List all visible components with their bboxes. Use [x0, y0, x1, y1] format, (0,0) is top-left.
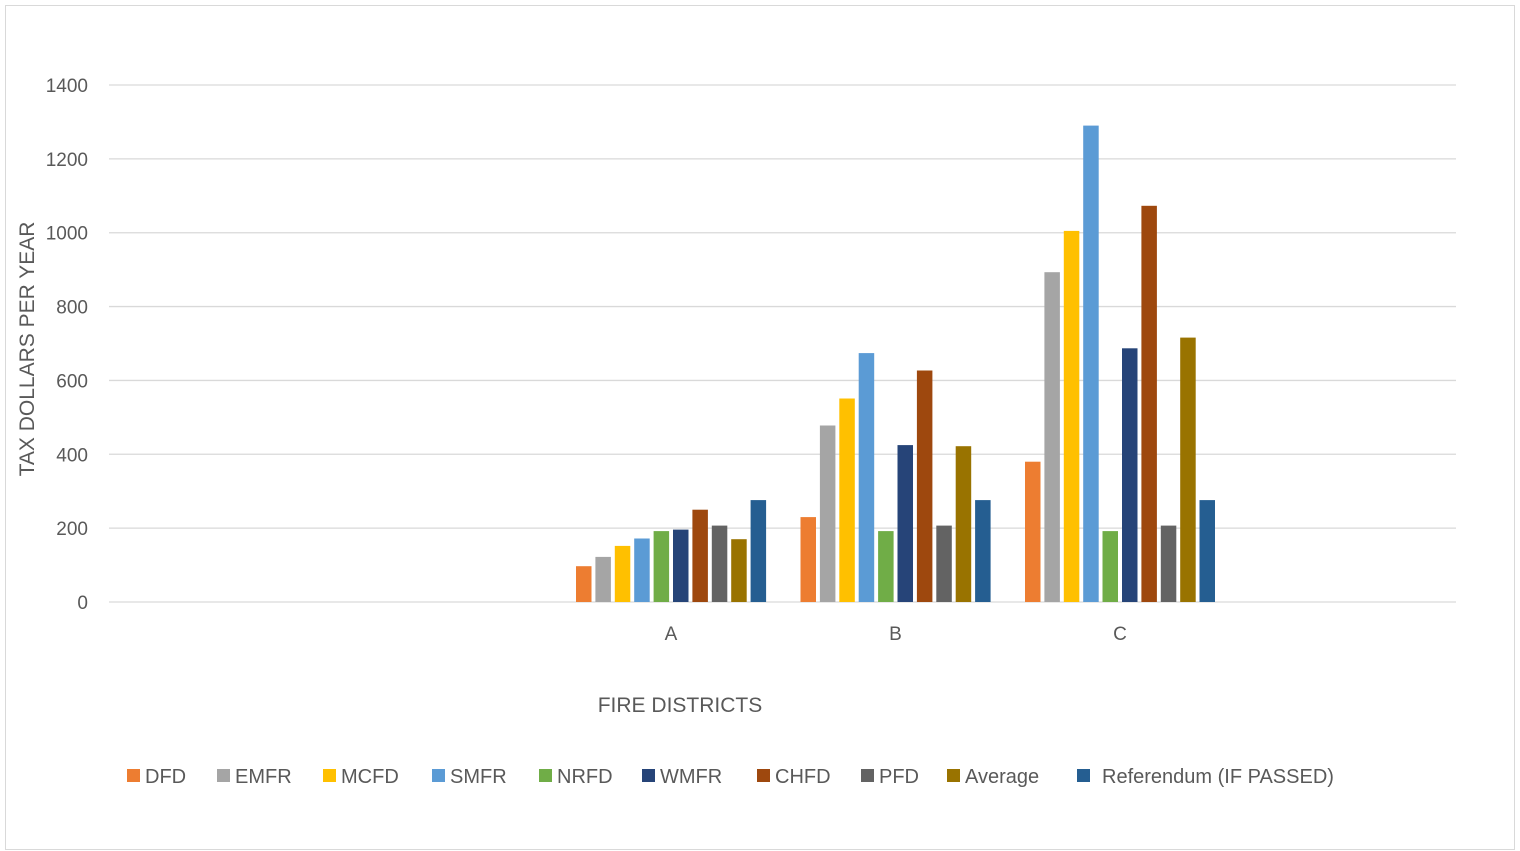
bar-A-emfr — [595, 556, 611, 602]
legend-label: NRFD — [557, 766, 613, 788]
bar-A-chfd — [692, 509, 708, 602]
bar-B-nrfd — [878, 531, 894, 602]
legend-swatch — [757, 769, 770, 782]
legend-label: SMFR — [450, 766, 507, 788]
legend-swatch — [323, 769, 336, 782]
y-tick-label: 1200 — [46, 150, 88, 171]
legend-swatch — [642, 769, 655, 782]
x-tick-label-c: C — [1113, 624, 1127, 645]
legend-swatch — [947, 769, 960, 782]
bar-A-referendum-if-passed — [750, 500, 767, 602]
bar-B-chfd — [916, 370, 933, 602]
bar-C-pfd — [1160, 525, 1177, 602]
gridlines — [109, 84, 1456, 603]
bar-C-wmfr — [1122, 348, 1138, 602]
bar-C-dfd — [1025, 461, 1041, 602]
x-axis-title: FIRE DISTRICTS — [598, 694, 763, 717]
legend-swatch — [1077, 769, 1090, 782]
legend-label: DFD — [145, 766, 186, 788]
bar-C-chfd — [1141, 205, 1157, 603]
legend-label: CHFD — [775, 766, 831, 788]
bar-B-pfd — [936, 525, 952, 602]
bar-A-nrfd — [653, 531, 670, 602]
x-tick-label-b: B — [889, 624, 902, 645]
bar-C-average — [1180, 337, 1196, 602]
legend-label: WMFR — [660, 766, 722, 788]
bar-B-referendum-if-passed — [975, 500, 991, 602]
chart-frame: 0 200 400 600 800 1000 1200 1400 A B C TAX DOLLAR… — [5, 5, 1515, 850]
legend-swatch — [861, 769, 874, 782]
bar-A-mcfd — [614, 545, 631, 602]
bar-A-pfd — [711, 525, 728, 602]
y-tick-labels: 0 200 400 600 800 1000 1200 1400 — [46, 76, 88, 614]
legend-label: Average — [965, 766, 1039, 788]
y-tick-label: 0 — [77, 593, 88, 614]
bar-C-emfr — [1044, 272, 1060, 602]
bar-B-mcfd — [839, 398, 855, 602]
x-tick-label-a: A — [665, 624, 678, 645]
bar-B-average — [955, 446, 972, 602]
bar-B-emfr — [819, 425, 836, 602]
legend-swatch — [432, 769, 445, 782]
legend-swatch — [127, 769, 140, 782]
legend-swatch — [539, 769, 552, 782]
bar-C-referendum-if-passed — [1199, 500, 1215, 602]
bar-B-wmfr — [897, 445, 913, 602]
y-tick-label: 400 — [56, 445, 88, 466]
bar-C-mcfd — [1063, 230, 1080, 602]
legend-label: Referendum (IF PASSED) — [1102, 766, 1334, 788]
bar-C-nrfd — [1102, 531, 1118, 602]
legend-label: PFD — [879, 766, 919, 788]
bar-A-wmfr — [673, 529, 689, 602]
bar-A-dfd — [576, 566, 592, 602]
bar-A-average — [731, 539, 747, 602]
bar-chart: 0 200 400 600 800 1000 1200 1400 A B C TAX DOLLAR… — [16, 76, 1456, 788]
y-axis-title: TAX DOLLARS PER YEAR — [16, 222, 39, 477]
legend-label: MCFD — [341, 766, 399, 788]
y-tick-label: 1000 — [46, 224, 88, 245]
bar-B-smfr — [858, 353, 875, 602]
bar-B-dfd — [800, 517, 816, 602]
y-tick-label: 800 — [56, 298, 88, 319]
bar-C-smfr — [1083, 125, 1099, 602]
y-tick-label: 200 — [56, 519, 88, 540]
y-tick-label: 600 — [56, 371, 88, 392]
x-tick-labels: A B C — [665, 624, 1127, 645]
legend-swatch — [217, 769, 230, 782]
legend-label: EMFR — [235, 766, 292, 788]
bar-A-smfr — [634, 538, 650, 602]
y-tick-label: 1400 — [46, 76, 88, 97]
bars — [576, 125, 1215, 603]
legend: DFD EMFR MCFD SMFR NRFD WMFR CHFD PFD Average Ref… — [127, 766, 1334, 788]
